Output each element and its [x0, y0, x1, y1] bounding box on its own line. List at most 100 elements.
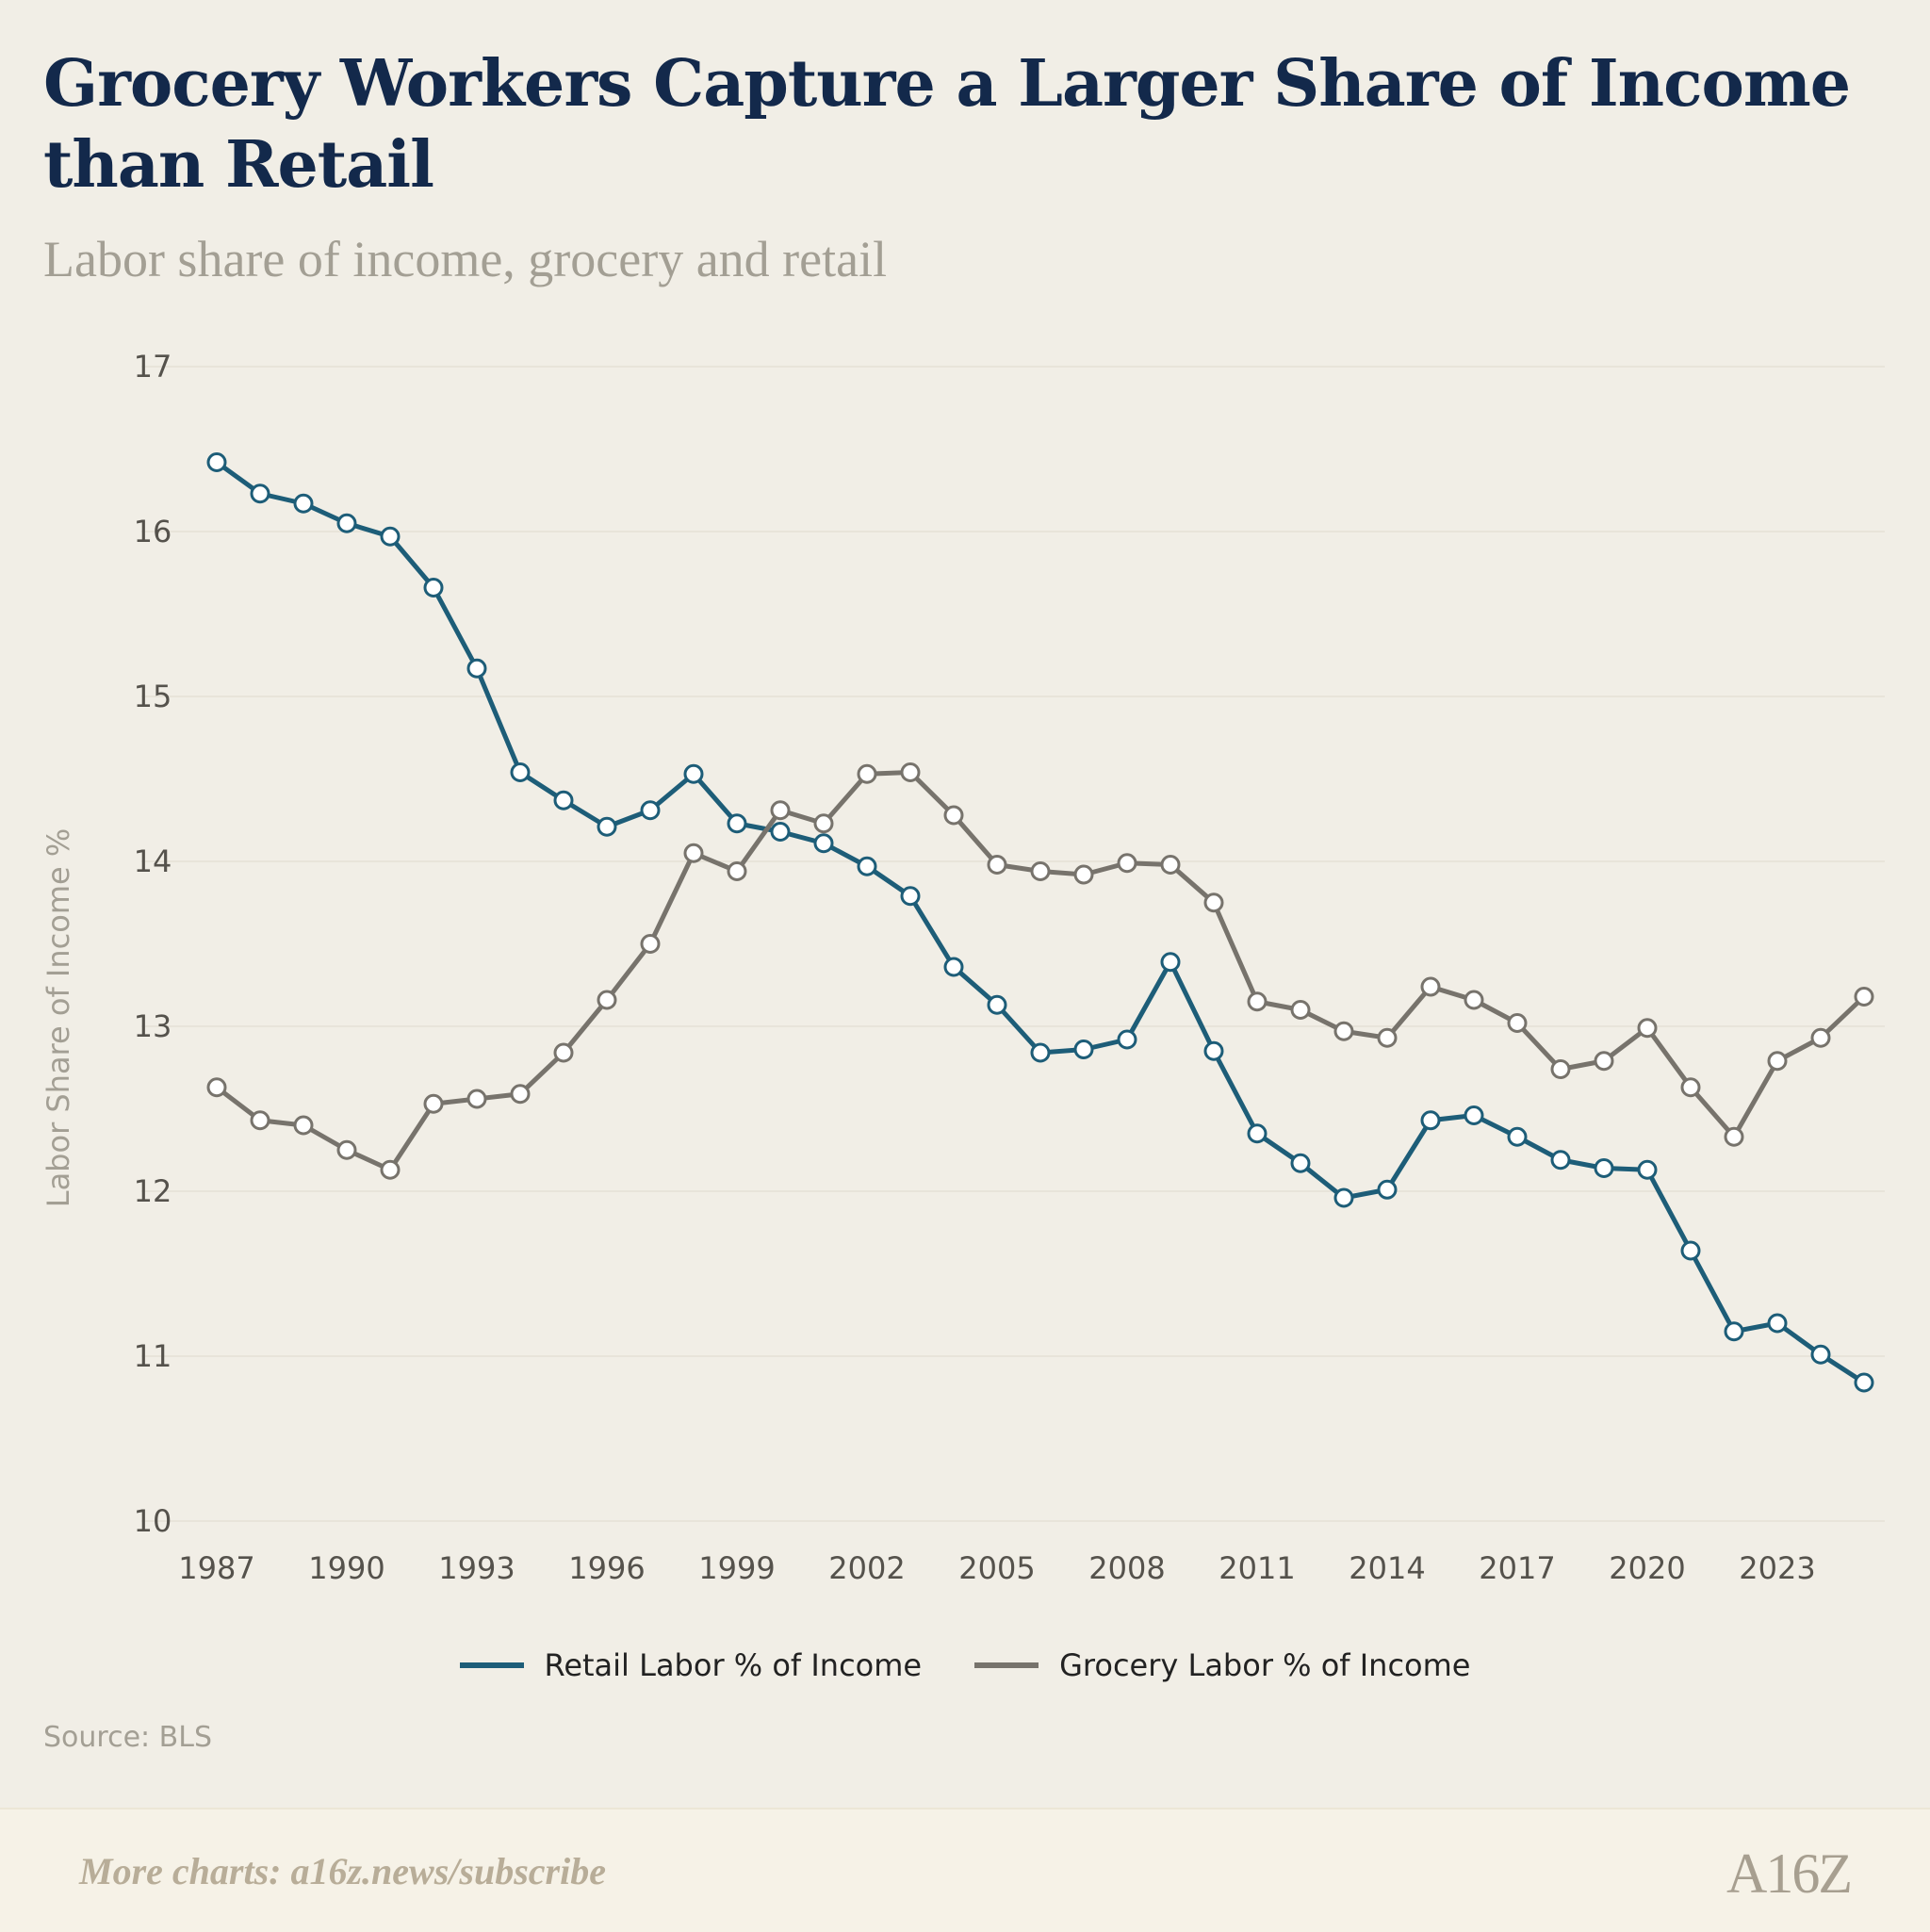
legend-item-retail[interactable]: Retail Labor % of Income [459, 1647, 922, 1683]
retail-point[interactable] [293, 493, 314, 514]
grocery-point[interactable] [900, 762, 921, 782]
grocery-point[interactable] [683, 843, 704, 863]
grocery-point[interactable] [1550, 1059, 1571, 1079]
grocery-point[interactable] [987, 855, 1007, 875]
grocery-point[interactable] [727, 861, 747, 881]
grocery-point[interactable] [510, 1084, 531, 1105]
grocery-point[interactable] [597, 990, 617, 1010]
source-note: Source: BLS [43, 1721, 213, 1754]
retail-point[interactable] [1550, 1150, 1571, 1171]
legend-item-grocery[interactable]: Grocery Labor % of Income [974, 1647, 1470, 1683]
grocery-point[interactable] [1247, 991, 1268, 1012]
retail-point[interactable] [727, 813, 747, 834]
retail-point[interactable] [1160, 952, 1181, 973]
grocery-point[interactable] [1333, 1021, 1354, 1041]
grocery-point[interactable] [1680, 1077, 1701, 1098]
y-tick-label: 16 [134, 514, 172, 549]
y-tick-label: 15 [134, 679, 172, 714]
retail-point[interactable] [1854, 1372, 1874, 1393]
grocery-point[interactable] [1767, 1051, 1788, 1072]
retail-point[interactable] [813, 833, 834, 854]
series-lines [215, 460, 1866, 1385]
subscribe-link[interactable]: More charts: a16z.news/subscribe [79, 1850, 606, 1892]
grocery-point[interactable] [857, 763, 877, 784]
retail-point[interactable] [510, 762, 531, 782]
grocery-point[interactable] [1854, 987, 1874, 1007]
grocery-point[interactable] [770, 800, 791, 821]
grocery-point[interactable] [1117, 853, 1137, 874]
grocery-point[interactable] [813, 813, 834, 834]
grocery-point[interactable] [1810, 1027, 1831, 1048]
grocery-point[interactable] [1290, 1000, 1311, 1020]
retail-point[interactable] [683, 763, 704, 784]
grocery-point[interactable] [1160, 855, 1181, 875]
grocery-point[interactable] [1420, 976, 1441, 997]
grocery-point[interactable] [640, 934, 661, 954]
retail-point[interactable] [1680, 1240, 1701, 1261]
retail-point[interactable] [900, 886, 921, 907]
retail-point[interactable] [423, 578, 444, 598]
grocery-series-line [215, 770, 1866, 1172]
retail-point[interactable] [380, 526, 401, 547]
grocery-point[interactable] [293, 1115, 314, 1136]
grocery-point[interactable] [1594, 1051, 1614, 1072]
retail-point[interactable] [1030, 1042, 1051, 1063]
retail-point[interactable] [1507, 1126, 1528, 1147]
retail-swatch [459, 1662, 524, 1668]
retail-point[interactable] [943, 957, 964, 977]
retail-point[interactable] [250, 483, 270, 504]
grocery-point[interactable] [250, 1110, 270, 1131]
retail-point[interactable] [770, 822, 791, 842]
retail-point[interactable] [640, 800, 661, 821]
retail-point[interactable] [1420, 1110, 1441, 1131]
footer-banner: More charts: a16z.news/subscribe A16Z [0, 1808, 1930, 1932]
retail-point[interactable] [553, 790, 574, 810]
retail-point[interactable] [1724, 1321, 1744, 1342]
x-axis-ticks: 1987 1990 1993 1996 1999 2002 2005 2008 2011 2014… [178, 1550, 1815, 1586]
grocery-point[interactable] [380, 1159, 401, 1180]
grocery-point[interactable] [553, 1042, 574, 1063]
x-tick-label: 2002 [828, 1550, 905, 1586]
x-tick-label: 1993 [438, 1550, 515, 1586]
legend-label-grocery: Grocery Labor % of Income [1059, 1647, 1471, 1683]
retail-point[interactable] [1464, 1105, 1484, 1125]
y-tick-label: 14 [134, 843, 172, 879]
retail-point[interactable] [1594, 1158, 1614, 1178]
grocery-point[interactable] [1724, 1126, 1744, 1147]
grocery-point[interactable] [206, 1077, 227, 1098]
retail-point[interactable] [336, 513, 357, 533]
x-tick-label: 1996 [568, 1550, 645, 1586]
x-tick-label: 1987 [178, 1550, 254, 1586]
retail-point[interactable] [1203, 1040, 1224, 1061]
grocery-point[interactable] [1377, 1027, 1398, 1048]
y-tick-label: 13 [134, 1008, 172, 1044]
retail-point[interactable] [1333, 1187, 1354, 1208]
x-tick-label: 1999 [698, 1550, 775, 1586]
retail-point[interactable] [1377, 1179, 1398, 1200]
y-axis-label: Labor Share of Income % [41, 828, 76, 1208]
grocery-point[interactable] [943, 805, 964, 826]
grocery-point[interactable] [466, 1089, 487, 1109]
retail-point[interactable] [597, 816, 617, 837]
grocery-point[interactable] [423, 1093, 444, 1114]
retail-series-line [215, 460, 1866, 1385]
retail-point[interactable] [1073, 1040, 1094, 1059]
retail-point[interactable] [206, 452, 227, 472]
retail-point[interactable] [1290, 1153, 1311, 1173]
retail-point[interactable] [1247, 1123, 1268, 1144]
retail-point[interactable] [466, 658, 487, 679]
grocery-point[interactable] [1464, 990, 1484, 1010]
retail-point[interactable] [987, 994, 1007, 1015]
retail-point[interactable] [1637, 1159, 1658, 1180]
grocery-point[interactable] [1203, 892, 1224, 913]
x-tick-label: 2005 [958, 1550, 1035, 1586]
grocery-point[interactable] [1637, 1018, 1658, 1039]
grocery-point[interactable] [1030, 861, 1051, 881]
retail-point[interactable] [1810, 1344, 1831, 1365]
grocery-point[interactable] [1073, 864, 1094, 885]
grocery-point[interactable] [1507, 1013, 1528, 1033]
retail-point[interactable] [1117, 1029, 1137, 1050]
grocery-point[interactable] [336, 1139, 357, 1160]
retail-point[interactable] [857, 856, 877, 876]
retail-point[interactable] [1767, 1313, 1788, 1334]
